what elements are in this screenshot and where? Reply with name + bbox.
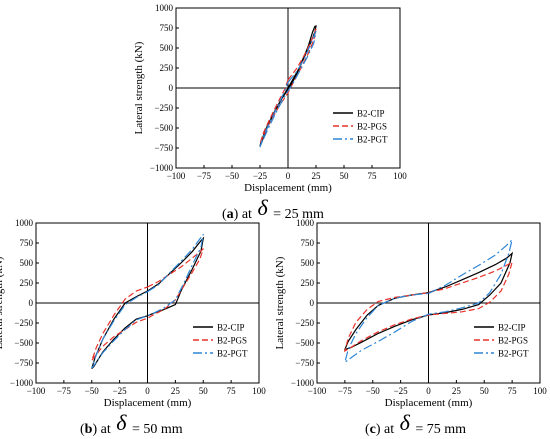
- y-tick-label: −750: [14, 358, 33, 368]
- x-tick-label: −25: [394, 386, 409, 396]
- y-axis-label: Lateral strength (kN): [274, 256, 286, 349]
- x-tick-label: 75: [508, 386, 518, 396]
- legend-label: B2-PGS: [498, 336, 528, 346]
- legend: B2-CIP B2-PGS B2-PGT: [333, 109, 388, 145]
- x-tick-label: −75: [197, 171, 212, 181]
- y-tick-label: 0: [29, 298, 34, 308]
- y-tick-label: 250: [301, 278, 315, 288]
- series-line-b2-pgs: [343, 260, 514, 353]
- caption-c: (c) at δ = 75 mm: [365, 410, 467, 437]
- y-tick-label: −500: [295, 338, 314, 348]
- x-tick-label: 25: [452, 386, 462, 396]
- y-axis-label: Lateral strength (kN): [0, 256, 5, 349]
- x-tick-label: −25: [253, 171, 268, 181]
- caption-a: (a) at δ = 25 mm: [222, 195, 324, 222]
- x-tick-label: 0: [426, 386, 431, 396]
- y-tick-label: 1000: [296, 218, 315, 228]
- y-axis-label: Lateral strength (kN): [133, 41, 145, 134]
- x-tick-label: −75: [57, 386, 72, 396]
- x-axis-label: Displacement (mm): [104, 397, 192, 409]
- x-tick-label: −75: [338, 386, 353, 396]
- y-tick-label: −250: [14, 318, 33, 328]
- y-tick-label: −750: [154, 143, 173, 153]
- y-tick-label: −250: [154, 103, 173, 113]
- legend: B2-CIP B2-PGS B2-PGT: [474, 323, 529, 359]
- x-tick-label: −25: [113, 386, 128, 396]
- legend-label: B2-CIP: [217, 323, 245, 333]
- y-tick-label: −1000: [10, 378, 34, 388]
- y-tick-label: −1000: [291, 378, 315, 388]
- series-line-b2-pgt: [91, 233, 204, 369]
- legend: B2-CIP B2-PGS B2-PGT: [193, 323, 248, 359]
- y-tick-label: 500: [301, 258, 315, 268]
- x-axis-label: Displacement (mm): [244, 182, 332, 194]
- x-tick-label: 0: [145, 386, 150, 396]
- y-tick-label: 500: [20, 258, 34, 268]
- delta-symbol: δ: [399, 410, 410, 435]
- chart-panel-a: −100 −75 −50 −25 0 25 50 75 10010007505002500−25…: [133, 3, 407, 194]
- y-tick-label: 250: [20, 278, 34, 288]
- y-tick-label: 0: [169, 83, 174, 93]
- series-line-b2-pgt: [343, 237, 514, 364]
- legend-label: B2-PGS: [217, 336, 247, 346]
- x-tick-label: 100: [252, 386, 266, 396]
- y-tick-label: −250: [295, 318, 314, 328]
- y-tick-label: 1000: [15, 218, 34, 228]
- x-tick-label: 50: [199, 386, 209, 396]
- y-tick-label: 250: [160, 63, 174, 73]
- x-axis-label: Displacement (mm): [385, 397, 473, 409]
- x-tick-label: −100: [308, 386, 327, 396]
- y-tick-label: 1000: [155, 3, 174, 13]
- y-tick-label: 500: [160, 43, 174, 53]
- y-tick-label: −750: [295, 358, 314, 368]
- x-tick-label: −50: [225, 171, 240, 181]
- x-tick-label: 50: [480, 386, 490, 396]
- legend-label: B2-PGT: [357, 135, 388, 145]
- x-tick-label: 100: [533, 386, 547, 396]
- x-tick-label: −50: [366, 386, 381, 396]
- x-tick-label: 100: [393, 171, 407, 181]
- series-line-b2-pgt: [259, 30, 317, 148]
- x-tick-label: −100: [27, 386, 46, 396]
- y-tick-label: 0: [310, 298, 315, 308]
- x-tick-label: 50: [340, 171, 350, 181]
- x-tick-label: 25: [312, 171, 322, 181]
- x-tick-label: 75: [368, 171, 378, 181]
- chart-panel-c: −100 −75 −50 −25 0 25 50 75 10010007505002500−25…: [274, 218, 547, 409]
- series-line-b2-pgs: [91, 248, 204, 361]
- legend-label: B2-PGT: [498, 349, 529, 359]
- x-tick-label: 0: [286, 171, 291, 181]
- legend-label: B2-PGT: [217, 349, 248, 359]
- delta-symbol: δ: [257, 195, 268, 220]
- y-tick-label: 750: [160, 23, 174, 33]
- y-tick-label: 750: [301, 238, 315, 248]
- legend-label: B2-CIP: [498, 323, 526, 333]
- caption-b: (b) at δ = 50 mm: [80, 410, 183, 437]
- x-tick-label: −50: [85, 386, 100, 396]
- x-tick-label: 25: [171, 386, 181, 396]
- y-tick-label: −1000: [150, 163, 174, 173]
- legend-label: B2-CIP: [357, 109, 385, 119]
- legend-label: B2-PGS: [357, 122, 387, 132]
- y-tick-label: −500: [154, 123, 173, 133]
- y-tick-label: 750: [20, 238, 34, 248]
- x-tick-label: 75: [227, 386, 237, 396]
- y-tick-label: −500: [14, 338, 33, 348]
- delta-symbol: δ: [116, 410, 127, 435]
- chart-panel-b: −100 −75 −50 −25 0 25 50 75 10010007505002500−25…: [0, 218, 266, 409]
- x-tick-label: −100: [167, 171, 186, 181]
- series-line-b2-pgs: [259, 28, 317, 145]
